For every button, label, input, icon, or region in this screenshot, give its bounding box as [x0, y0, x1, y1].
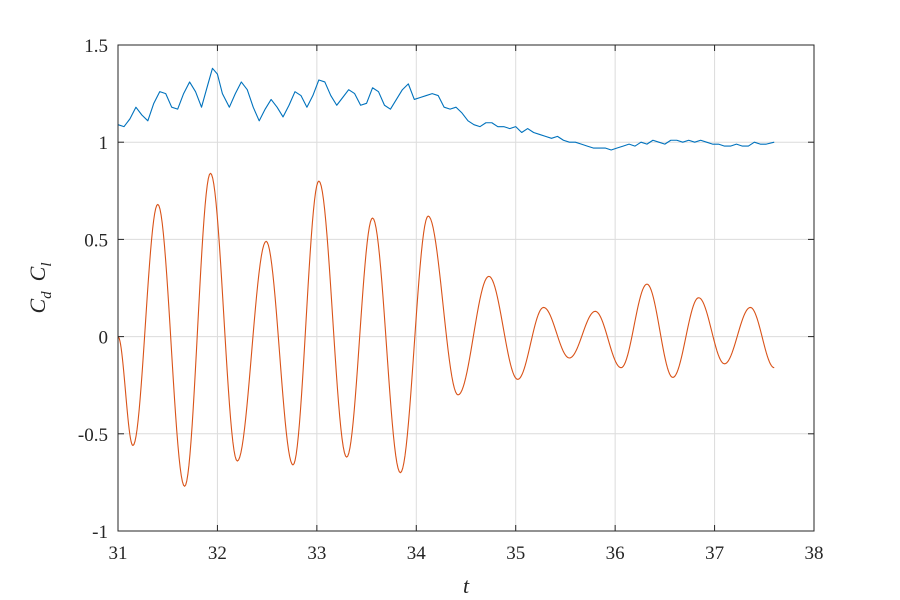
y-tick-label: -1	[92, 522, 108, 543]
y-axis-label-cl-base: C	[25, 266, 50, 281]
x-tick-label: 38	[805, 543, 824, 564]
y-tick-label: -0.5	[78, 425, 108, 446]
x-tick-label: 35	[506, 543, 525, 564]
x-axis-label: t	[463, 573, 470, 598]
y-axis-label-cd-sub: d	[39, 291, 55, 299]
y-tick-label: 0	[99, 328, 109, 349]
ticks	[117, 44, 815, 532]
x-tick-label: 31	[109, 543, 128, 564]
y-axis-label-cl-sub: l	[39, 262, 55, 266]
y-axis-label: CdCl	[25, 262, 55, 313]
y-tick-label: 1.5	[84, 36, 108, 57]
y-tick-label: 0.5	[84, 230, 108, 251]
x-tick-label: 34	[407, 543, 427, 564]
x-tick-label: 32	[208, 543, 227, 564]
x-tick-label: 36	[606, 543, 625, 564]
x-tick-label: 37	[705, 543, 724, 564]
series-line-cd	[117, 67, 775, 151]
series-line-cl	[117, 172, 775, 487]
y-axis-label-cd-base: C	[25, 299, 50, 314]
axes-frame	[117, 44, 815, 532]
series-layer	[117, 67, 775, 487]
y-tick-label: 1	[99, 133, 109, 154]
x-tick-label: 33	[307, 543, 326, 564]
tick-labels: 31 32 33 34 35 36 37 38 -1 -0.5 0 0.5 1 1.5	[78, 36, 824, 564]
